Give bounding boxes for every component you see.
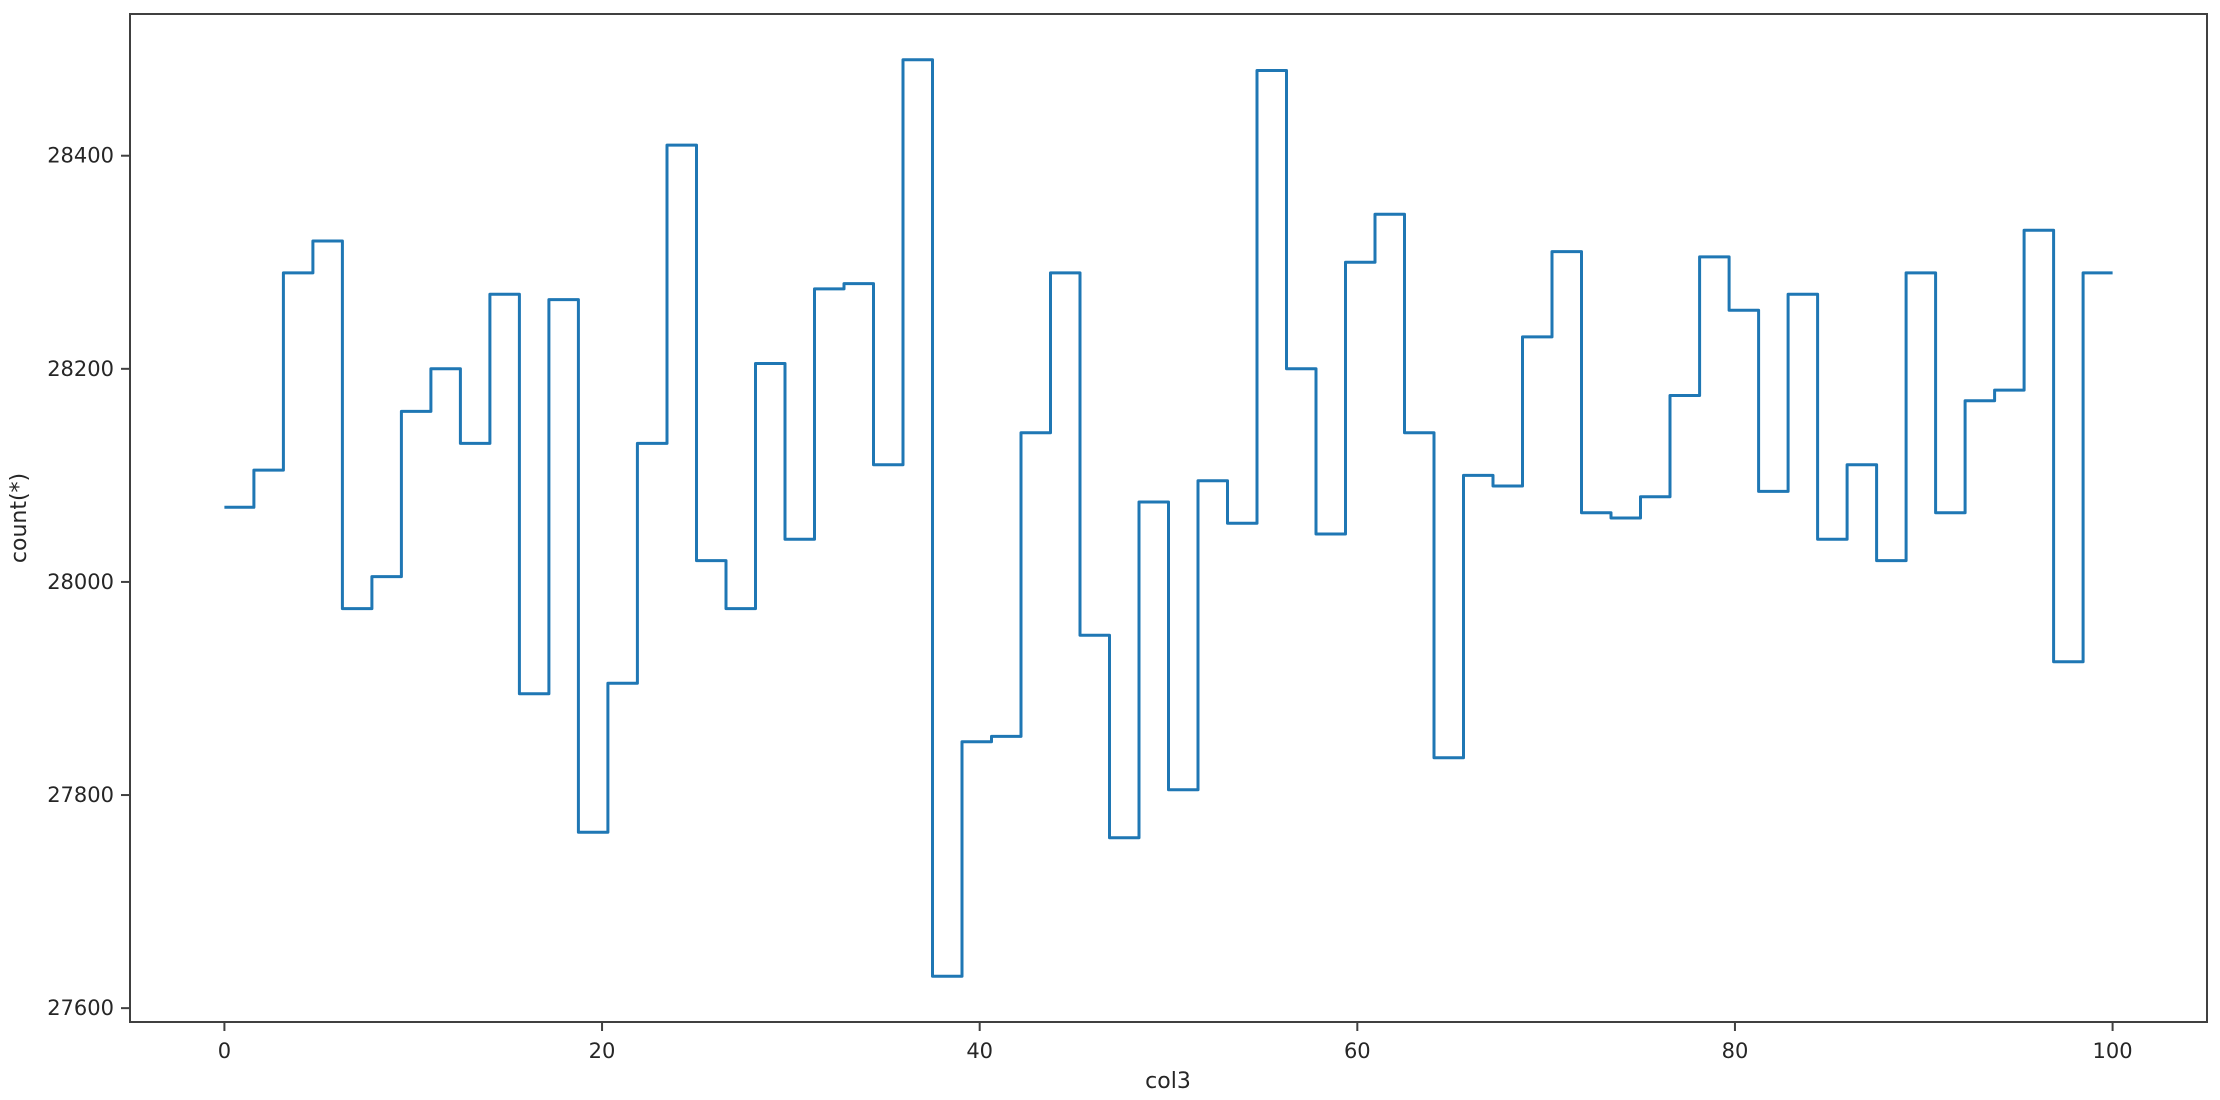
x-tick-label: 0	[218, 1039, 231, 1063]
x-tick-label: 80	[1722, 1039, 1749, 1063]
y-tick-label: 28400	[47, 144, 114, 168]
y-tick-label: 28200	[47, 357, 114, 381]
y-tick-label: 28000	[47, 570, 114, 594]
y-tick-label: 27800	[47, 783, 114, 807]
x-tick-label: 60	[1344, 1039, 1371, 1063]
y-axis-title: count(*)	[7, 473, 32, 563]
x-axis-ticks: 0 20 40 60 80 100	[218, 1022, 2133, 1063]
y-axis-ticks: 27600 27800 28000 28200 28400	[47, 144, 130, 1020]
x-tick-label: 40	[966, 1039, 993, 1063]
y-tick-label: 27600	[47, 996, 114, 1020]
axes-spines	[129, 13, 2208, 1023]
x-tick-label: 100	[2093, 1039, 2133, 1063]
series-line	[224, 58, 2113, 978]
x-axis-title: col3	[1145, 1069, 1191, 1094]
x-tick-label: 20	[589, 1039, 616, 1063]
